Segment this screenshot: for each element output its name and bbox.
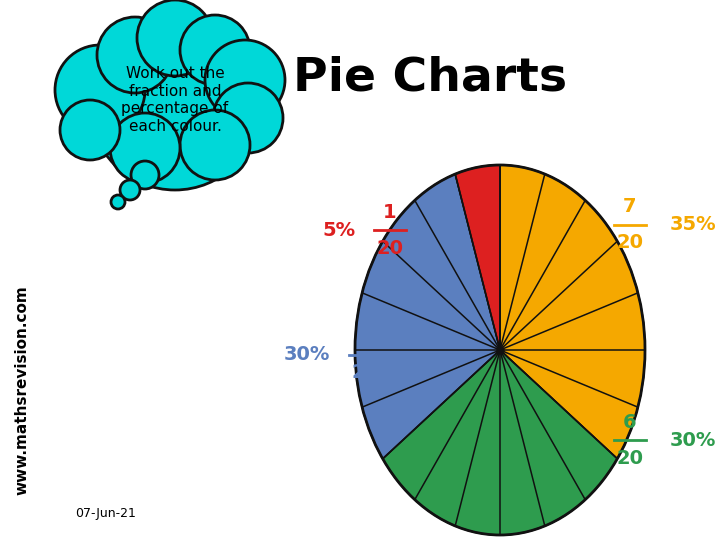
- Circle shape: [90, 20, 260, 190]
- Polygon shape: [355, 174, 500, 459]
- Text: 7: 7: [624, 198, 636, 217]
- Text: Work out the
fraction and
percentage of
each colour.: Work out the fraction and percentage of …: [122, 66, 228, 133]
- Circle shape: [97, 17, 173, 93]
- Text: 6: 6: [624, 413, 636, 431]
- Text: 1: 1: [383, 202, 397, 221]
- Polygon shape: [455, 165, 500, 350]
- Text: 30%: 30%: [284, 346, 330, 365]
- Text: Pie Charts: Pie Charts: [293, 56, 567, 100]
- Circle shape: [60, 100, 120, 160]
- Circle shape: [120, 180, 140, 200]
- Text: 5%: 5%: [323, 220, 356, 240]
- Circle shape: [213, 83, 283, 153]
- Circle shape: [110, 113, 180, 183]
- Circle shape: [205, 40, 285, 120]
- Text: 6: 6: [358, 327, 372, 347]
- Polygon shape: [383, 350, 617, 535]
- Circle shape: [111, 195, 125, 209]
- Circle shape: [55, 45, 145, 135]
- Circle shape: [131, 161, 159, 189]
- Text: www.mathsrevision.com: www.mathsrevision.com: [14, 285, 30, 495]
- Circle shape: [137, 0, 213, 76]
- Circle shape: [180, 15, 250, 85]
- Text: 20: 20: [616, 449, 644, 468]
- Text: 35%: 35%: [670, 215, 716, 234]
- Text: 07-Jun-21: 07-Jun-21: [75, 507, 136, 520]
- Text: 20: 20: [377, 239, 403, 258]
- Text: 30%: 30%: [670, 430, 716, 449]
- Text: 20: 20: [616, 233, 644, 253]
- Text: 20: 20: [351, 363, 379, 382]
- Circle shape: [180, 110, 250, 180]
- Polygon shape: [500, 165, 645, 459]
